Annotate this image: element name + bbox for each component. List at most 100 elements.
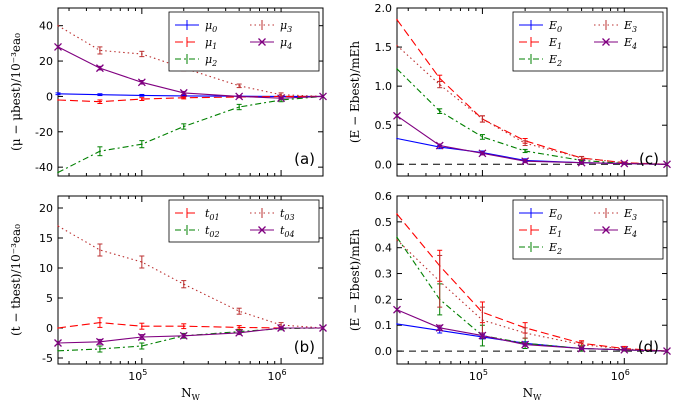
panel-a: -40 -20 0 20 40 (μ − μbest)/10⁻³ea₀ μ0 μ1 μ2 μ3 μ4… <box>9 7 327 177</box>
legend-label-μ4: μ4 <box>280 36 292 51</box>
data-point <box>478 331 487 340</box>
panel-tag: (a) <box>294 150 315 168</box>
data-point <box>521 340 530 349</box>
legend-marker <box>602 38 610 46</box>
legend-label-E1: E1 <box>548 36 562 51</box>
data-point <box>438 110 441 112</box>
legend-label-E0: E0 <box>548 19 562 34</box>
y-axis-label: (E − Ebest)/mEh <box>348 41 362 144</box>
data-point <box>524 332 526 334</box>
y-tick-label: 5 <box>46 292 53 305</box>
data-point <box>182 325 185 328</box>
data-point <box>396 18 398 21</box>
legend-label-t03: t03 <box>280 207 295 222</box>
data-point <box>99 321 101 324</box>
data-point <box>396 68 398 70</box>
x-tick-label: 105 <box>128 368 147 383</box>
data-point <box>238 326 240 329</box>
data-point <box>137 78 146 87</box>
legend-label-E3: E3 <box>623 207 637 222</box>
y-tick-label: 0.5 <box>375 119 393 132</box>
legend-marker <box>602 226 610 234</box>
data-point <box>577 158 586 167</box>
y-tick-label: 20 <box>39 202 53 215</box>
legend: μ0 μ1 μ2 μ3 μ4 <box>168 11 320 72</box>
data-point <box>663 347 671 356</box>
data-point <box>95 64 104 73</box>
x-axis-label: NW <box>523 386 543 400</box>
data-point <box>141 53 143 55</box>
legend: E0 E1 E2 E3 E4 <box>512 11 664 72</box>
data-point <box>99 49 101 52</box>
data-point <box>435 323 444 332</box>
data-point <box>577 344 586 353</box>
legend-label-μ3: μ3 <box>280 19 292 34</box>
panel-c: 0.0 0.5 1.0 1.5 2.0 (E − Ebest)/mEh E0 E1 E2 E3 E4… <box>348 2 671 177</box>
y-axis-label: (E − Ebest)/mEh <box>348 229 362 332</box>
y-tick-label: -5 <box>42 352 53 365</box>
data-point <box>238 85 240 87</box>
y-tick-label: 40 <box>39 20 53 33</box>
data-point <box>54 339 62 347</box>
data-point <box>438 280 441 283</box>
data-point <box>95 337 104 346</box>
y-tick-label: 2.0 <box>375 2 393 15</box>
data-point <box>521 157 530 166</box>
data-point <box>57 327 59 329</box>
data-point <box>481 118 484 120</box>
data-point <box>620 345 629 354</box>
y-tick-label: -40 <box>35 161 53 174</box>
data-point <box>99 348 101 350</box>
legend-label-t04: t04 <box>280 224 295 239</box>
data-point <box>438 83 441 86</box>
y-tick-label: 0.0 <box>375 158 393 171</box>
x-tick-label: 105 <box>469 368 488 383</box>
data-point <box>238 106 240 108</box>
legend-label-E3: E3 <box>623 19 637 34</box>
legend-frame <box>168 199 320 243</box>
data-point <box>238 310 240 313</box>
data-point <box>57 24 59 27</box>
y-axis-label: (μ − μbest)/10⁻³ea₀ <box>9 33 23 151</box>
data-point <box>182 283 185 286</box>
data-point <box>99 150 101 153</box>
panel-b: -5 0 5 10 15 20 105 106 NW (t − tbest)/10⁻³ea₀ t01… <box>9 195 327 400</box>
y-tick-label: 0.2 <box>375 293 393 306</box>
y-tick-label: 20 <box>39 55 53 68</box>
data-point <box>396 323 398 325</box>
x-axis-label: NW <box>181 386 201 400</box>
data-point <box>319 324 327 332</box>
legend-label-E0: E0 <box>548 207 562 222</box>
data-point <box>235 328 244 337</box>
data-point <box>141 345 143 347</box>
data-point <box>580 157 583 159</box>
data-point <box>319 92 327 101</box>
y-tick-label: -20 <box>35 126 53 139</box>
data-point <box>280 324 282 326</box>
y-tick-label: 15 <box>39 232 53 245</box>
y-tick-label: 1.0 <box>375 80 393 93</box>
data-point <box>396 213 398 215</box>
panel-tag: (b) <box>294 338 315 356</box>
data-point <box>280 93 282 96</box>
panel-d: 0.0 0.1 0.2 0.3 0.4 0.5 0.6 105 106 NW (E − Ebest)… <box>348 190 671 400</box>
data-point <box>141 325 143 328</box>
legend-label-E1: E1 <box>548 224 562 239</box>
data-point <box>99 249 101 251</box>
legend-label-μ1: μ1 <box>205 36 217 51</box>
data-point <box>580 343 583 346</box>
legend-label-μ0: μ0 <box>205 19 217 34</box>
data-point <box>99 100 101 103</box>
data-point <box>396 44 398 47</box>
data-point <box>182 97 185 99</box>
data-point <box>141 261 143 263</box>
legend-label-μ2: μ2 <box>205 53 217 68</box>
legend-marker <box>258 226 266 234</box>
y-tick-label: 1.5 <box>375 41 393 54</box>
legend-label-t02: t02 <box>205 224 220 239</box>
data-point <box>396 236 398 239</box>
legend-label-t01: t01 <box>205 207 220 222</box>
data-point <box>54 42 62 51</box>
data-point <box>57 225 59 227</box>
